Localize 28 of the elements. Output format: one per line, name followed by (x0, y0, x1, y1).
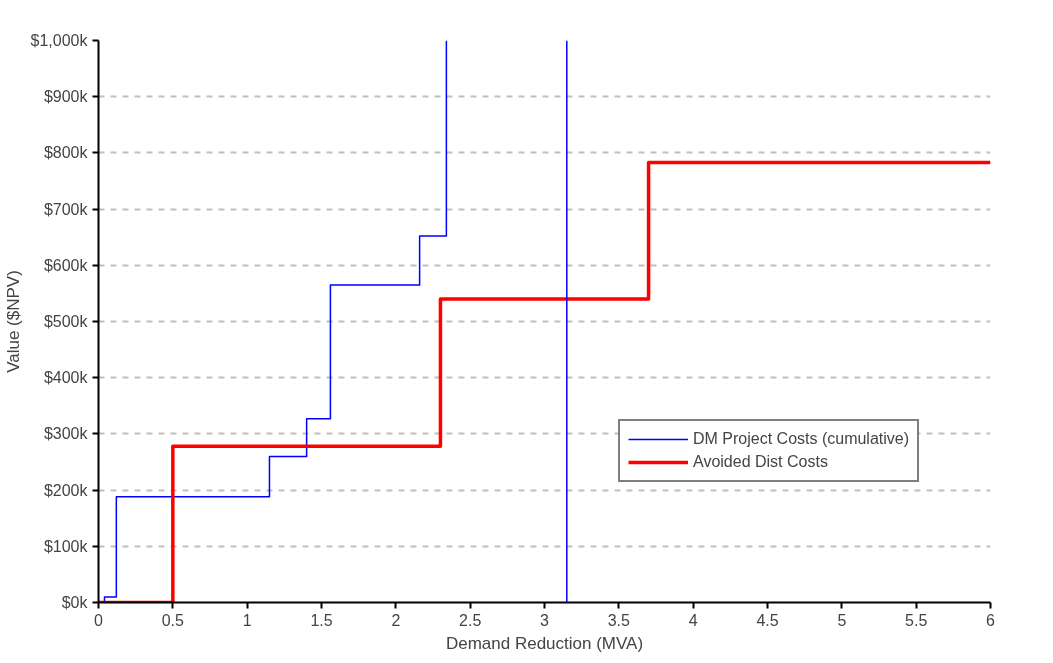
x-tick-label: 1 (242, 611, 252, 629)
y-tick-label: $900k (43, 88, 89, 106)
legend-label: DM Project Costs (cumulative) (693, 430, 910, 448)
y-tick-label: $300k (43, 425, 89, 443)
y-tick-label: $0k (61, 594, 89, 611)
y-tick-label: $100k (43, 537, 89, 555)
y-tick-label: $200k (43, 481, 89, 499)
x-tick-label: 5.5 (905, 611, 928, 629)
x-tick-label: 3.5 (607, 611, 631, 629)
y-tick-label: $800k (43, 144, 89, 162)
x-tick-label: 6 (986, 611, 996, 629)
x-tick-label: 2.5 (459, 611, 482, 629)
x-tick-label: 3 (540, 611, 550, 629)
y-tick-label: $400k (43, 369, 89, 387)
y-tick-label: $500k (43, 313, 89, 330)
y-axis-title: Value ($NPV) (3, 270, 23, 373)
y-tick-label: $700k (43, 200, 89, 218)
x-axis-title: Demand Reduction (MVA) (445, 633, 644, 653)
x-tick-label: 2 (391, 611, 401, 629)
x-tick-label: 1.5 (310, 611, 333, 629)
y-tick-label: $1,000k (30, 32, 89, 49)
x-tick-label: 0 (94, 611, 104, 629)
y-tick-label: $600k (43, 256, 89, 274)
x-tick-label: 5 (837, 611, 847, 629)
x-tick-label: 4 (688, 611, 698, 629)
legend-label: Avoided Dist Costs (693, 453, 828, 471)
x-tick-label: 4.5 (756, 611, 779, 629)
x-tick-label: 0.5 (161, 611, 185, 629)
